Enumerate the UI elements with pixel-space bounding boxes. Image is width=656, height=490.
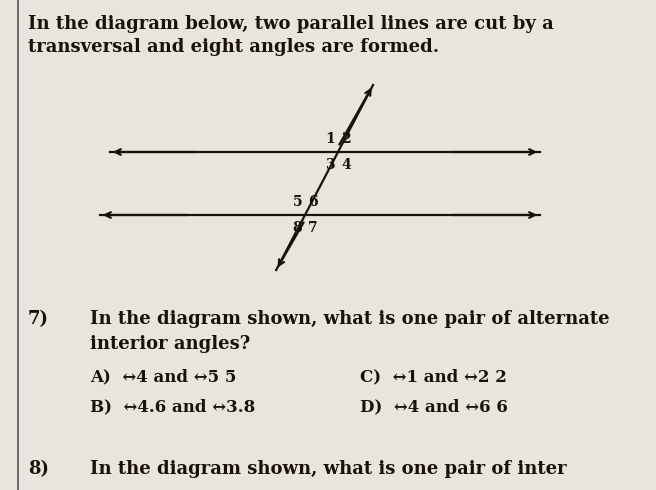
Text: B)  ↔4.6 and ↔3.8: B) ↔4.6 and ↔3.8: [90, 398, 255, 415]
Text: 6: 6: [308, 195, 318, 209]
Text: C)  ↔1 and ↔2 2: C) ↔1 and ↔2 2: [360, 368, 507, 385]
Text: transversal and eight angles are formed.: transversal and eight angles are formed.: [28, 38, 439, 56]
Text: 5: 5: [293, 195, 302, 209]
Text: In the diagram shown, what is one pair of inter: In the diagram shown, what is one pair o…: [90, 460, 567, 478]
Text: In the diagram below, two parallel lines are cut by a: In the diagram below, two parallel lines…: [28, 15, 554, 33]
Text: 7): 7): [28, 310, 49, 328]
Text: A)  ↔4 and ↔5 5: A) ↔4 and ↔5 5: [90, 368, 236, 385]
Text: D)  ↔4 and ↔6 6: D) ↔4 and ↔6 6: [360, 398, 508, 415]
Text: 4: 4: [341, 158, 351, 172]
Text: 1: 1: [325, 132, 335, 146]
Text: 3: 3: [325, 158, 335, 172]
Text: 8: 8: [293, 221, 302, 235]
Text: 8): 8): [28, 460, 49, 478]
Text: 2: 2: [341, 132, 350, 146]
Text: interior angles?: interior angles?: [90, 335, 250, 353]
Text: In the diagram shown, what is one pair of alternate: In the diagram shown, what is one pair o…: [90, 310, 609, 328]
Text: 7: 7: [308, 221, 318, 235]
